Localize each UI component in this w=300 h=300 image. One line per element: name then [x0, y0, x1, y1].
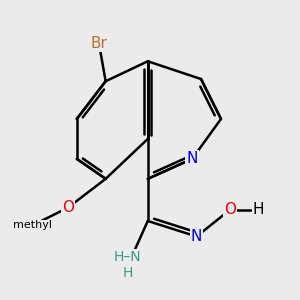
Text: N: N: [187, 152, 198, 166]
Text: H–N
H: H–N H: [114, 250, 142, 280]
Text: methyl: methyl: [13, 220, 52, 230]
Text: O: O: [62, 200, 74, 215]
Text: O: O: [224, 202, 236, 217]
Text: H: H: [253, 202, 264, 217]
Text: N: N: [191, 229, 202, 244]
Text: Br: Br: [91, 36, 107, 51]
